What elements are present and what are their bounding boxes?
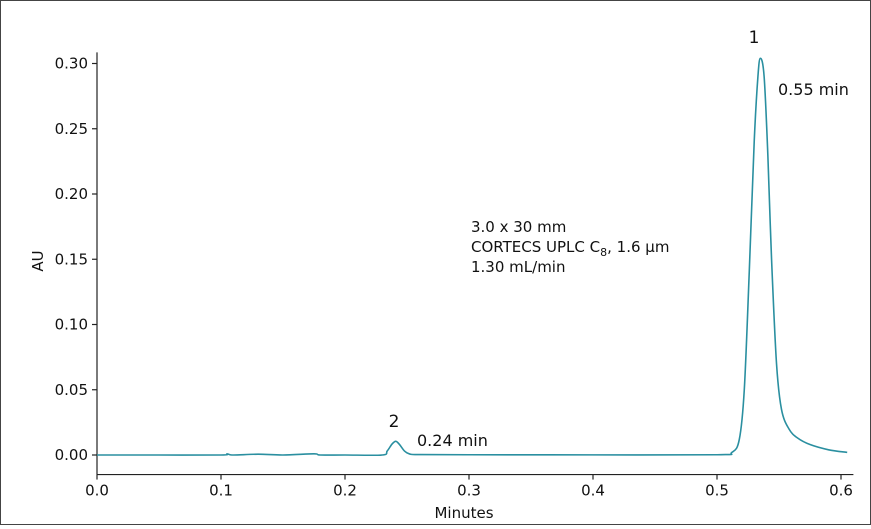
y-tick-label: 0.15 (55, 250, 88, 268)
y-tick-label: 0.25 (55, 120, 88, 138)
y-tick-label: 0.30 (55, 55, 88, 73)
peak-2-time-label: 0.24 min (417, 431, 488, 450)
conditions-line-2-suffix: , 1.6 μm (607, 238, 669, 256)
y-tick-label: 0.10 (55, 316, 88, 334)
x-tick-label: 0.5 (705, 482, 729, 500)
conditions-line-2: CORTECS UPLC C8, 1.6 μm (471, 238, 669, 259)
conditions-line-2-subscript: 8 (600, 246, 607, 259)
peak-1-time-label: 0.55 min (778, 80, 849, 99)
y-tick-label: 0.05 (55, 381, 88, 399)
y-tick-label: 0.00 (55, 446, 88, 464)
y-axis-title: AU (29, 250, 47, 271)
x-tick-label: 0.2 (333, 482, 357, 500)
x-tick-label: 0.0 (85, 482, 109, 500)
conditions-annotation: 3.0 x 30 mm CORTECS UPLC C8, 1.6 μm 1.30… (471, 218, 669, 276)
conditions-line-2-prefix: CORTECS UPLC C (471, 238, 600, 256)
x-axis-ticks: 0.0 0.1 0.2 0.3 0.4 0.5 0.6 (85, 474, 853, 500)
x-tick-label: 0.1 (209, 482, 233, 500)
y-tick-label: 0.20 (55, 185, 88, 203)
x-tick-label: 0.4 (581, 482, 605, 500)
peak-2-label: 2 (389, 412, 400, 432)
peak-1-label: 1 (749, 28, 760, 48)
conditions-line-1: 3.0 x 30 mm (471, 218, 566, 236)
chromatogram-trace (96, 57, 848, 457)
conditions-line-3: 1.30 mL/min (471, 258, 565, 276)
x-tick-label: 0.6 (829, 482, 853, 500)
y-axis-ticks: 0.00 0.05 0.10 0.15 0.20 0.25 0.30 (55, 55, 97, 464)
x-tick-label: 0.3 (457, 482, 481, 500)
x-axis-title: Minutes (434, 504, 493, 522)
